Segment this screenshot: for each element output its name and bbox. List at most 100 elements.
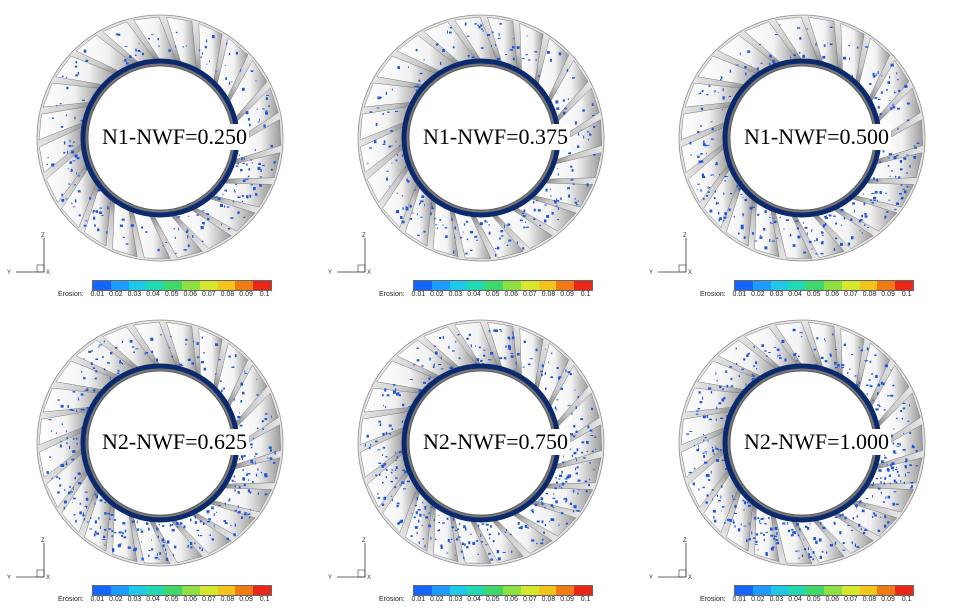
erosion-spot <box>69 161 73 164</box>
erosion-spot <box>757 213 760 216</box>
erosion-spot <box>896 72 898 75</box>
erosion-spot <box>523 209 526 213</box>
legend-tick-label: 0.1 <box>580 596 591 603</box>
erosion-spot <box>887 165 890 167</box>
erosion-spot <box>245 178 249 180</box>
erosion-spot <box>509 533 512 536</box>
erosion-spot <box>369 111 373 113</box>
erosion-spot <box>393 390 396 394</box>
erosion-spot <box>438 514 440 516</box>
erosion-spot <box>858 523 861 527</box>
erosion-spot <box>885 192 888 194</box>
erosion-spot <box>248 168 250 171</box>
erosion-spot <box>903 433 905 435</box>
erosion-spot <box>743 525 747 527</box>
erosion-spot <box>247 473 251 475</box>
erosion-spot <box>723 396 726 400</box>
erosion-spot <box>527 363 531 366</box>
erosion-spot <box>162 544 165 548</box>
erosion-spot <box>110 352 113 355</box>
erosion-spot <box>457 528 459 531</box>
erosion-spot <box>822 224 825 228</box>
erosion-spot <box>710 391 713 394</box>
erosion-spot <box>853 209 855 213</box>
erosion-spot <box>510 353 514 354</box>
erosion-spot <box>116 372 120 375</box>
erosion-spot <box>736 185 739 188</box>
erosion-spot <box>859 500 862 504</box>
erosion-spot <box>721 510 722 512</box>
erosion-spot <box>558 524 560 526</box>
erosion-spot <box>567 405 571 407</box>
legend-swatch <box>199 281 218 290</box>
erosion-spot <box>502 552 506 553</box>
erosion-spot <box>93 216 96 220</box>
erosion-spot <box>394 486 397 489</box>
panel-label: N2-NWF=0.625 <box>100 429 250 455</box>
erosion-spot <box>886 211 889 213</box>
erosion-spot <box>227 206 230 208</box>
legend-swatch <box>128 281 147 290</box>
erosion-spot <box>904 465 907 469</box>
erosion-spot <box>703 439 705 442</box>
erosion-spot <box>593 436 597 438</box>
erosion-spot <box>537 75 541 77</box>
erosion-spot <box>228 355 231 358</box>
erosion-spot <box>689 430 693 432</box>
legend-swatch <box>859 281 878 290</box>
erosion-spot <box>695 413 699 415</box>
legend-tick-label: 0.09 <box>560 596 574 603</box>
erosion-spot <box>884 364 888 368</box>
erosion-spot <box>376 474 378 477</box>
erosion-spot <box>894 452 897 454</box>
erosion-spot <box>414 526 418 529</box>
erosion-spot <box>246 195 249 199</box>
erosion-spot <box>61 198 65 202</box>
erosion-spot <box>534 503 538 507</box>
erosion-spot <box>560 197 562 200</box>
erosion-spot <box>224 522 228 525</box>
erosion-spot <box>897 443 900 445</box>
erosion-spot <box>821 551 824 553</box>
erosion-spot <box>255 453 258 455</box>
erosion-spot <box>85 168 87 170</box>
erosion-spot <box>439 337 442 339</box>
erosion-spot <box>882 501 885 503</box>
erosion-spot <box>877 383 880 387</box>
erosion-spot <box>576 448 579 452</box>
erosion-spot <box>390 130 393 132</box>
erosion-spot <box>540 370 543 373</box>
erosion-spot <box>765 553 768 556</box>
erosion-spot <box>237 491 240 494</box>
erosion-spot <box>108 528 112 530</box>
erosion-spot <box>566 69 569 72</box>
legend-tick-label: 0.03 <box>127 291 142 298</box>
erosion-spot <box>414 85 418 87</box>
erosion-spot <box>759 236 763 239</box>
erosion-spot <box>508 346 511 350</box>
erosion-spot <box>219 380 222 383</box>
legend-swatch <box>752 281 771 290</box>
erosion-spot <box>797 534 800 537</box>
erosion-spot <box>813 537 817 541</box>
erosion-spot <box>770 547 774 551</box>
erosion-spot <box>81 99 85 101</box>
erosion-spot <box>728 208 731 212</box>
legend-swatch <box>449 281 468 290</box>
erosion-spot <box>571 454 573 457</box>
erosion-spot <box>416 347 420 349</box>
legend-tick-label: 0.03 <box>127 596 142 603</box>
erosion-spot <box>793 54 796 57</box>
erosion-spot <box>215 373 217 375</box>
erosion-spot <box>701 160 704 163</box>
legend-swatch <box>217 586 236 595</box>
erosion-spot <box>714 90 716 93</box>
erosion-spot <box>470 344 472 348</box>
erosion-spot <box>199 546 201 549</box>
erosion-spot <box>402 403 405 407</box>
erosion-spot <box>551 212 554 215</box>
erosion-spot <box>870 199 873 202</box>
erosion-spot <box>390 471 393 474</box>
erosion-spot <box>556 366 559 370</box>
erosion-spot <box>453 250 455 254</box>
